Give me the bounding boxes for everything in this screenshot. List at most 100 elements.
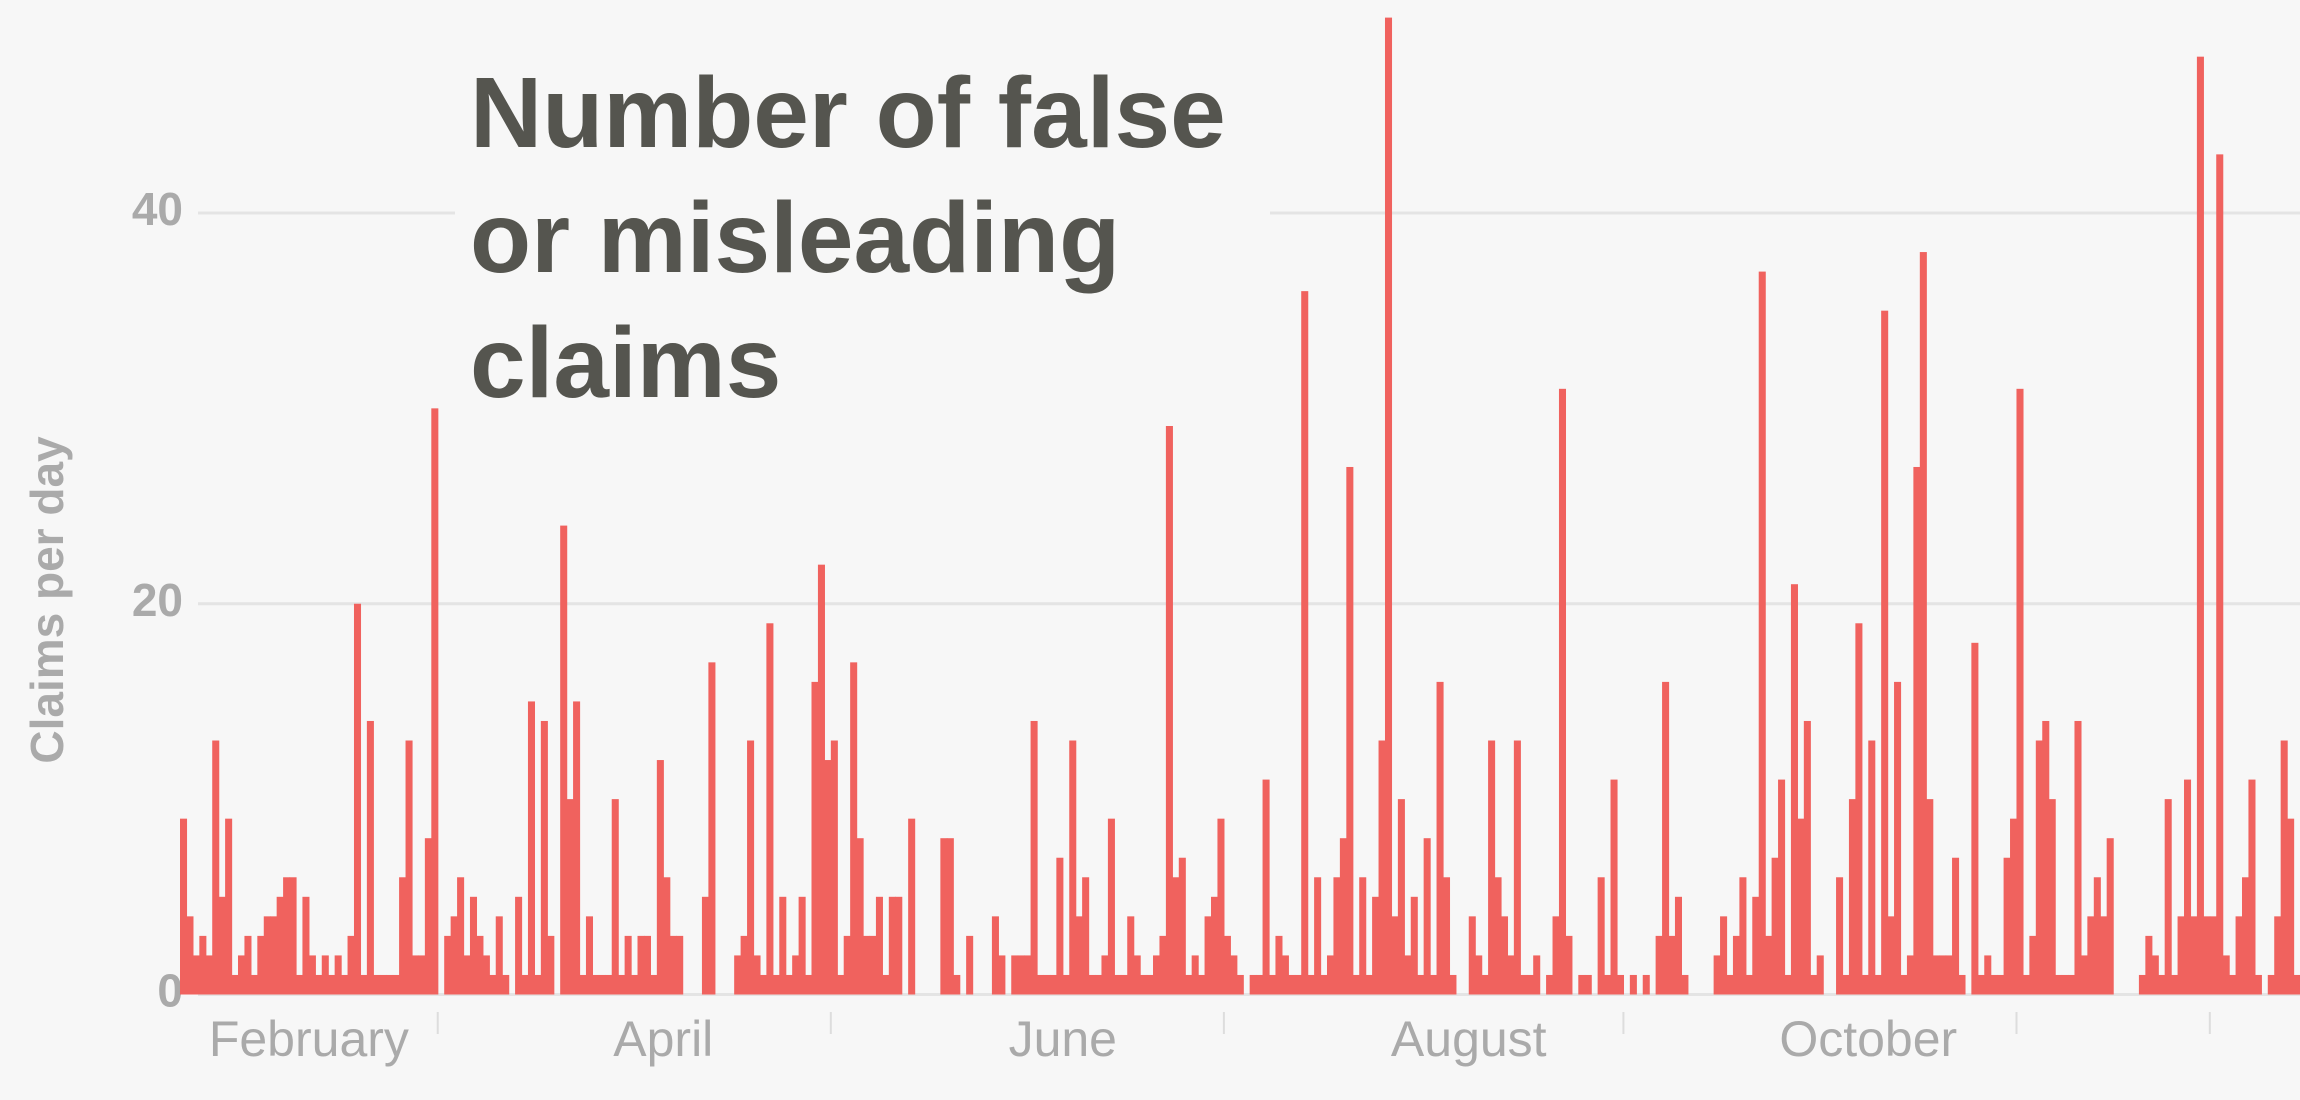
y-tick-label: 20 [132,574,183,626]
bar [476,935,484,995]
bar [1249,974,1257,995]
bar [1314,877,1322,995]
bar [2287,818,2295,995]
bar [792,955,800,995]
bar [573,701,581,995]
bar [1887,916,1895,995]
bar [2254,974,2262,995]
bar [2248,779,2256,995]
bar [527,701,536,995]
bar [1662,681,1670,995]
bar [257,935,265,995]
bar [1546,974,1554,995]
bar [830,740,838,995]
bar [1629,974,1637,995]
bar [2274,916,2282,995]
bar [824,760,832,995]
bar [1784,974,1792,995]
bar [1037,974,1045,995]
bar [1720,916,1728,995]
bar [1159,935,1167,995]
bar [1372,896,1380,995]
bar [701,896,709,995]
bar [1404,955,1412,995]
bar [998,955,1006,995]
bar [1803,720,1811,995]
bar [837,974,845,995]
bar [547,935,555,995]
bar [495,916,503,995]
bar [1790,584,1798,995]
bar [843,935,851,995]
bar [2216,154,2224,995]
bar [1391,916,1399,995]
bar [1475,955,1483,995]
bar [1713,955,1721,995]
bar [1520,974,1528,995]
bar [1778,779,1786,995]
y-tick-label: 40 [132,183,183,235]
bar [2100,916,2108,995]
bar [1365,974,1373,995]
bar [1906,955,1914,995]
bar [1958,974,1966,995]
bar [1874,974,1882,995]
bar [1481,974,1489,995]
bar [2074,720,2082,995]
bar [1410,896,1418,995]
bar [2158,974,2166,995]
bar [1642,974,1650,995]
bar [1275,935,1283,995]
bar [1494,877,1502,995]
y-axis-label: Claims per day [21,436,73,764]
chart-title: Number of false or misleading claims [455,51,1270,426]
bar [1674,896,1682,995]
bar [1913,466,1921,995]
bar [2087,916,2095,995]
bar [2029,935,2037,995]
bar [1307,974,1315,995]
bar [856,838,864,995]
bar [2080,955,2088,995]
bar [1198,974,1206,995]
bar [708,662,716,995]
bar [502,974,510,995]
bar [2003,857,2011,995]
bar [1204,916,1212,995]
bar [1075,916,1083,995]
bar [1848,799,1856,995]
y-tick-label: 0 [157,965,183,1017]
bar [1339,838,1347,995]
bar [1069,740,1077,995]
bar [1997,974,2005,995]
bar [186,916,194,995]
bar [1153,955,1161,995]
bar [2196,56,2204,995]
bar [1101,955,1109,995]
bar [1359,877,1367,995]
bar [1114,974,1122,995]
bar [2061,974,2069,995]
bar [1836,877,1844,995]
bar [2280,740,2288,995]
bar [1952,857,1960,995]
bar [1739,877,1747,995]
bar [1894,681,1902,995]
bar [1597,877,1605,995]
bar [469,896,478,995]
bar [1178,857,1186,995]
bar [418,955,426,995]
bar [650,974,658,995]
bar [1939,955,1947,995]
bar [1230,955,1238,995]
bar [1668,935,1676,995]
bar [1745,974,1753,995]
bar [637,935,645,995]
bar [643,935,651,995]
bar [1765,935,1773,995]
bar [1378,740,1386,995]
bar [785,974,793,995]
bar [740,935,748,995]
bar [1346,466,1354,995]
bar [1397,799,1405,995]
